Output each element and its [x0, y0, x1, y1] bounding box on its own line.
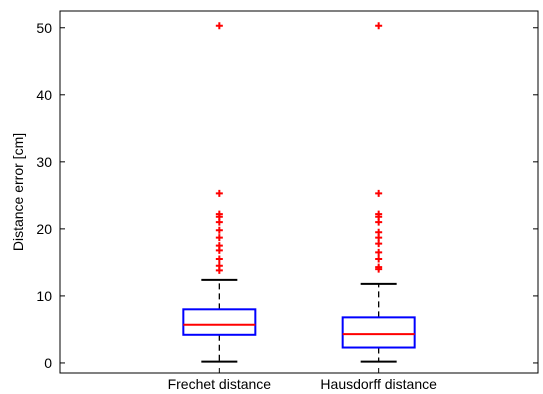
- box-group-1: [341, 22, 416, 363]
- y-tick-label-30: 30: [36, 154, 52, 170]
- outlier-marker: [375, 240, 383, 248]
- iqr-box: [182, 308, 257, 336]
- outlier-marker: [215, 189, 223, 197]
- plot-area: [59, 10, 539, 374]
- x-axis: Frechet distance Hausdorff distance: [168, 368, 437, 392]
- outlier-marker: [375, 263, 383, 271]
- y-tick-label-0: 0: [44, 355, 52, 371]
- y-axis-label: Distance error [cm]: [10, 133, 26, 251]
- boxes-layer: [182, 22, 416, 363]
- iqr-box: [341, 316, 416, 349]
- y-tick-label-50: 50: [36, 20, 52, 36]
- outlier-marker: [375, 189, 383, 197]
- outlier-marker: [375, 248, 383, 256]
- outlier-marker: [375, 22, 383, 30]
- y-axis: 0 10 20 30 40 50: [36, 20, 538, 371]
- outlier-marker: [215, 262, 223, 270]
- x-category-label-0: Frechet distance: [168, 376, 272, 392]
- outlier-marker: [215, 255, 223, 263]
- x-category-label-1: Hausdorff distance: [320, 376, 437, 392]
- outlier-marker: [215, 242, 223, 250]
- y-tick-label-40: 40: [36, 87, 52, 103]
- box-group-0: [182, 22, 257, 363]
- outlier-marker: [215, 210, 223, 218]
- outlier-marker: [375, 228, 383, 236]
- outlier-marker: [375, 210, 383, 218]
- y-tick-label-20: 20: [36, 221, 52, 237]
- outlier-marker: [375, 255, 383, 263]
- outlier-marker: [215, 22, 223, 30]
- outlier-marker: [215, 226, 223, 234]
- outlier-marker: [215, 234, 223, 242]
- y-tick-label-10: 10: [36, 288, 52, 304]
